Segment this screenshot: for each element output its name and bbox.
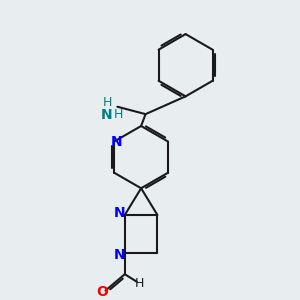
Text: H: H [114,108,123,121]
Text: N: N [100,108,112,122]
Text: H: H [135,277,144,290]
Text: H: H [102,96,112,109]
Text: N: N [111,135,122,148]
Text: N: N [114,248,125,262]
Text: N: N [114,206,125,220]
Text: O: O [96,285,108,299]
